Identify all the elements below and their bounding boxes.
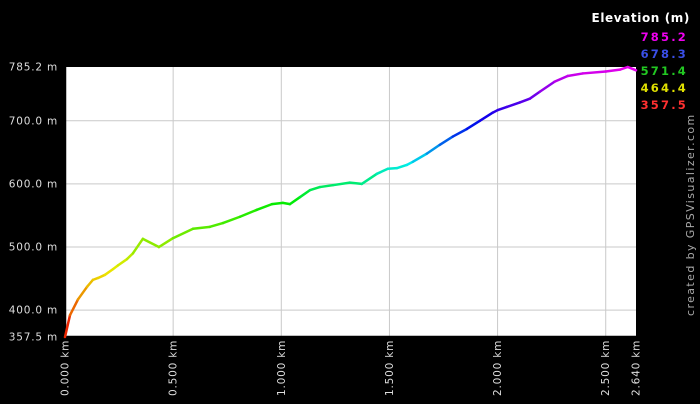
profile-segment xyxy=(496,105,509,112)
profile-segment xyxy=(478,111,495,123)
profile-segment xyxy=(63,313,72,339)
profile-segment xyxy=(288,195,302,206)
profile-segment xyxy=(505,101,522,109)
profile-segment xyxy=(566,72,585,78)
profile-segment xyxy=(270,201,285,206)
profile-segment xyxy=(375,167,390,176)
legend: Elevation (m) 785.2 678.3 571.4 464.4 357.5 xyxy=(592,11,690,112)
y-tick-label: 400.0 m xyxy=(9,305,58,317)
profile-segment xyxy=(131,237,145,255)
profile-segment xyxy=(348,181,363,186)
legend-value: 357.5 xyxy=(641,98,688,112)
profile-segment xyxy=(581,70,607,75)
profile-segment xyxy=(238,208,259,218)
profile-segment xyxy=(411,152,429,164)
profile-segment xyxy=(425,143,442,155)
x-axis-labels: 0.000 km 0.500 km 1.000 km 1.500 km 2.000 km… xyxy=(60,340,643,396)
x-tick-label: 0.500 km xyxy=(168,340,180,396)
x-tick-label: 1.000 km xyxy=(276,340,288,396)
profile-segment xyxy=(191,225,212,230)
profile-segment xyxy=(331,181,352,187)
profile-segment xyxy=(116,257,129,267)
profile-segment xyxy=(125,252,135,261)
x-tick-label: 2.640 km xyxy=(631,340,643,396)
profile-segment xyxy=(604,68,622,73)
profile-segment xyxy=(298,188,312,199)
profile-segment xyxy=(386,166,399,171)
legend-title: Elevation (m) xyxy=(592,11,690,25)
legend-value: 785.2 xyxy=(641,30,688,44)
x-tick-label: 0.000 km xyxy=(60,340,72,396)
profile-segment xyxy=(538,80,556,93)
profile-segment xyxy=(318,183,335,189)
legend-value: 678.3 xyxy=(641,47,688,61)
profile-segment xyxy=(465,119,482,131)
profile-segment xyxy=(528,90,542,100)
legend-value: 464.4 xyxy=(641,81,688,95)
profile-segment xyxy=(141,237,161,249)
profile-segment xyxy=(208,221,225,229)
profile-segment xyxy=(360,172,379,186)
credit-text: created by GPSVisualizer.com xyxy=(684,113,697,316)
y-tick-label: 600.0 m xyxy=(9,178,58,190)
profile-segment xyxy=(451,127,469,138)
profile-segment xyxy=(171,227,195,240)
y-tick-label: 357.5 m xyxy=(9,332,58,344)
profile-segment xyxy=(308,185,322,192)
legend-value: 571.4 xyxy=(641,64,688,78)
profile-segment xyxy=(255,202,274,212)
y-axis-labels: 785.2 m 700.0 m 600.0 m 500.0 m 400.0 m 357.5… xyxy=(9,62,58,344)
plot-area xyxy=(65,67,636,337)
y-tick-label: 700.0 m xyxy=(9,115,58,127)
elevation-profile-line xyxy=(63,65,638,339)
profile-segment xyxy=(626,65,638,72)
profile-segment xyxy=(76,285,89,301)
profile-segment xyxy=(68,298,80,317)
profile-segment xyxy=(438,135,455,147)
x-tick-label: 2.500 km xyxy=(600,340,612,396)
profile-segment xyxy=(518,97,532,104)
axis-lines xyxy=(64,67,636,338)
x-tick-label: 1.500 km xyxy=(384,340,396,396)
profile-segment xyxy=(157,236,175,249)
profile-segment xyxy=(553,74,569,83)
legend-entries: 785.2 678.3 571.4 464.4 357.5 xyxy=(641,30,688,112)
y-tick-label: 500.0 m xyxy=(9,242,58,254)
profile-segment xyxy=(221,215,242,225)
profile-segment xyxy=(96,273,107,280)
profile-segment xyxy=(618,65,630,71)
profile-segment xyxy=(85,278,95,289)
profile-segment xyxy=(103,267,115,277)
y-tick-label: 785.2 m xyxy=(9,62,58,74)
profile-segment xyxy=(395,163,408,170)
x-tick-label: 2.000 km xyxy=(492,340,504,396)
